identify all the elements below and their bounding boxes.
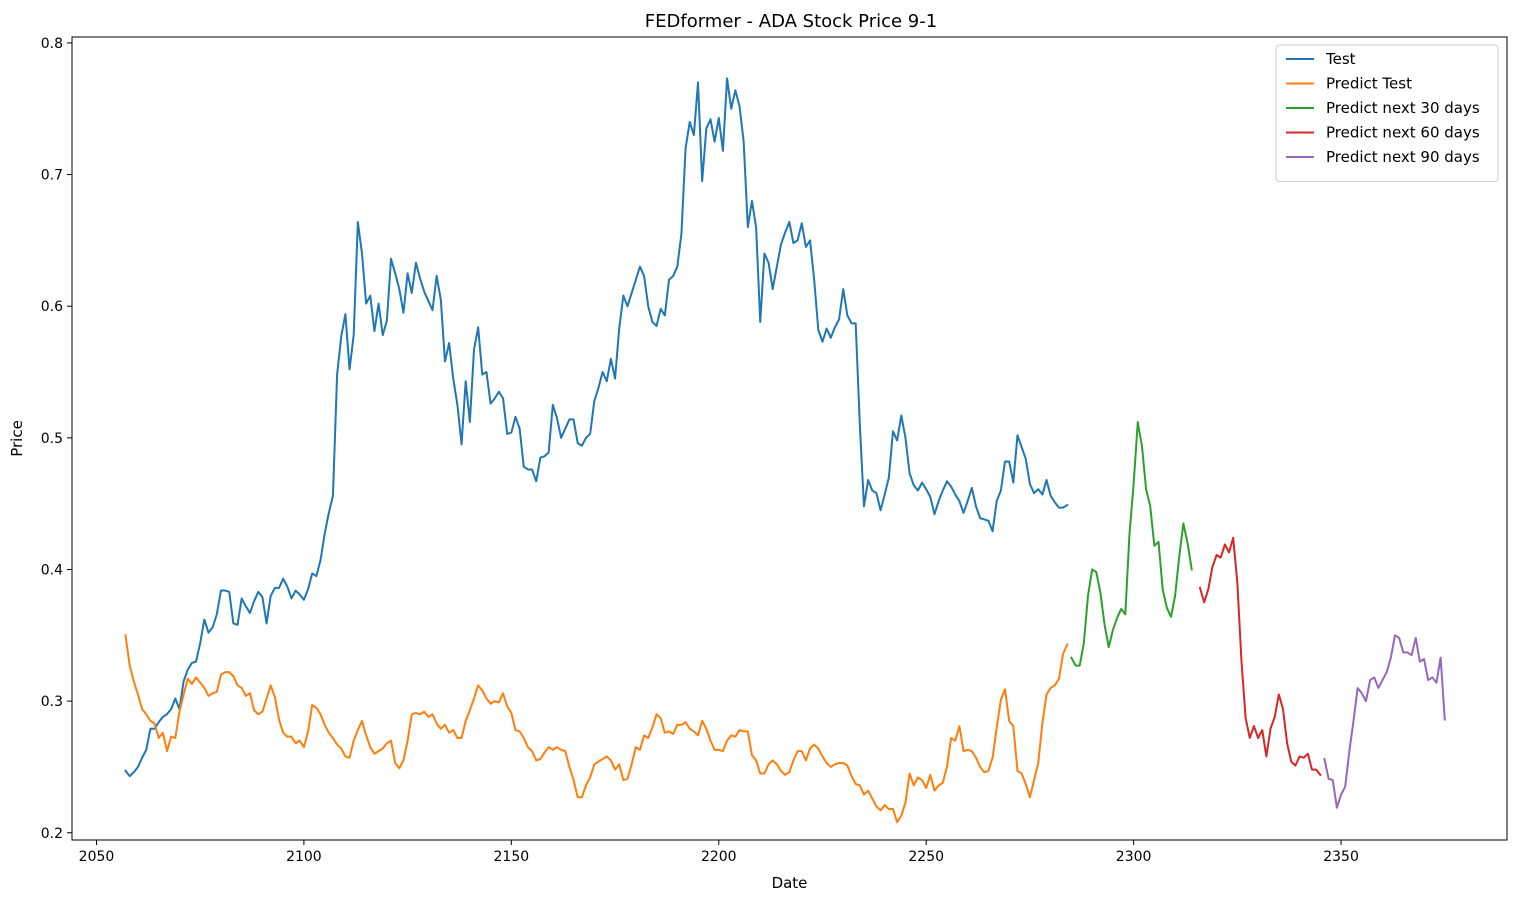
x-tick-label: 2100 xyxy=(286,849,322,865)
legend-label-predict-next-30-days: Predict next 30 days xyxy=(1326,99,1480,117)
series-line-predict-next-30-days xyxy=(1070,421,1193,667)
legend: Test Predict Test Predict next 30 days Pred… xyxy=(1275,44,1499,182)
x-tick-label: 2350 xyxy=(1323,849,1359,865)
y-tick-label: 0.5 xyxy=(41,431,63,447)
axes-layer: 2050 2100 2150 2200 2250 2300 2350 0.2 0.3 0.4 0.5… xyxy=(41,36,1359,865)
y-tick-label: 0.4 xyxy=(41,562,63,578)
x-tick-label: 2250 xyxy=(908,849,944,865)
series-layer xyxy=(124,77,1446,824)
y-tick-label: 0.7 xyxy=(41,168,63,184)
legend-label-predict-next-90-days: Predict next 90 days xyxy=(1326,148,1480,166)
legend-label-test: Test xyxy=(1325,50,1356,68)
legend-box xyxy=(1275,44,1499,182)
x-tick-label: 2150 xyxy=(494,849,530,865)
series-line-predict-next-60-days xyxy=(1198,536,1322,777)
series-line-test xyxy=(124,77,1069,778)
y-tick-label: 0.3 xyxy=(41,694,63,710)
chart-title: FEDformer - ADA Stock Price 9-1 xyxy=(645,11,937,32)
legend-label-predict-test: Predict Test xyxy=(1326,75,1412,93)
x-axis-title: Date xyxy=(772,874,808,892)
series-line-predict-test xyxy=(124,634,1069,824)
y-tick-label: 0.8 xyxy=(41,36,63,52)
series-line-predict-next-90-days xyxy=(1323,634,1446,809)
y-tick-label: 0.6 xyxy=(41,299,63,315)
y-axis-title: Price xyxy=(8,420,26,457)
x-tick-label: 2200 xyxy=(701,849,737,865)
legend-label-predict-next-60-days: Predict next 60 days xyxy=(1326,124,1480,142)
y-tick-label: 0.2 xyxy=(41,826,63,842)
x-tick-label: 2050 xyxy=(79,849,115,865)
x-tick-label: 2300 xyxy=(1116,849,1152,865)
plot-area-frame xyxy=(71,36,1508,841)
